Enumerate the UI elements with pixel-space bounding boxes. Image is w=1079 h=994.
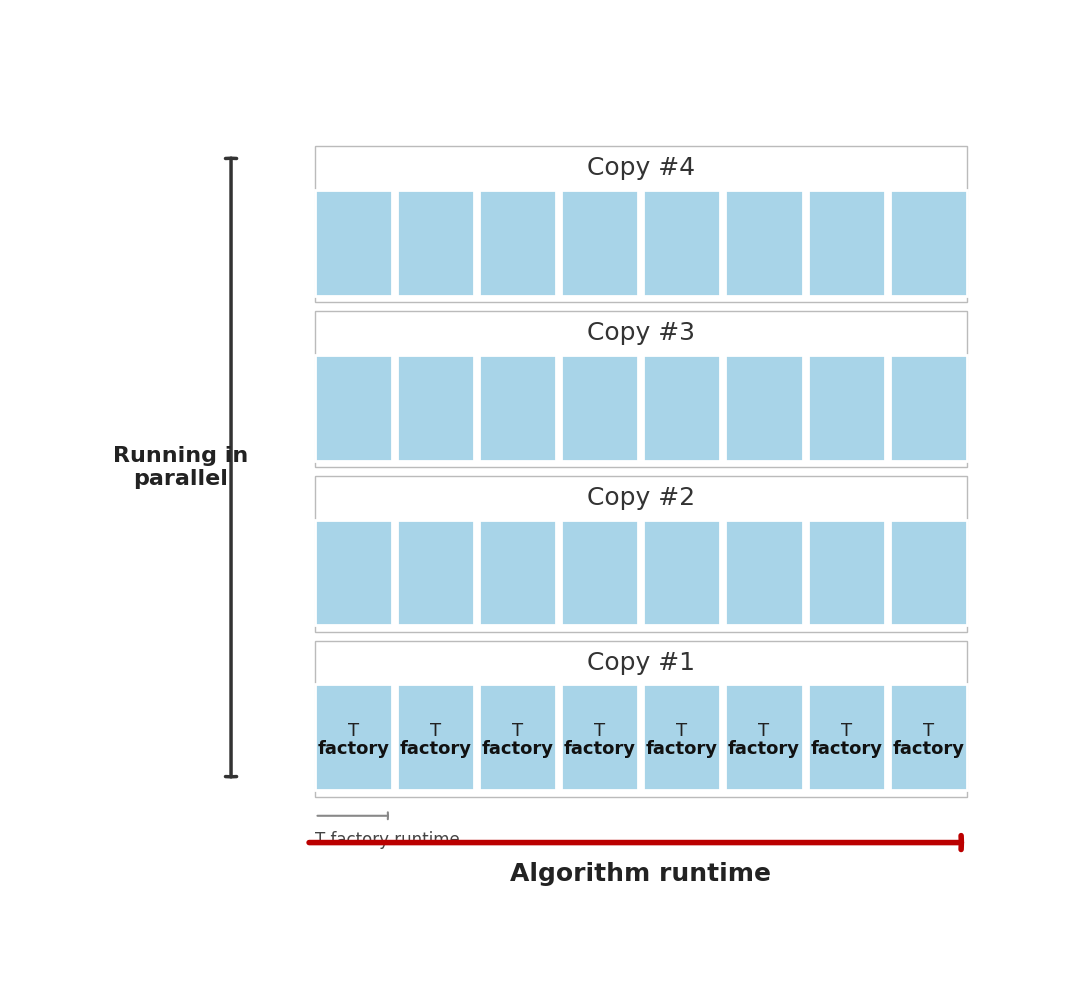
Text: T: T — [429, 723, 441, 741]
Bar — [479, 355, 556, 460]
Text: T: T — [347, 723, 359, 741]
Bar — [397, 685, 474, 790]
Text: T: T — [677, 723, 687, 741]
Text: factory: factory — [399, 740, 472, 758]
Bar — [315, 685, 392, 790]
Bar — [315, 476, 967, 632]
Bar — [561, 685, 639, 790]
Bar — [397, 190, 474, 295]
Bar — [725, 685, 803, 790]
Bar — [315, 311, 967, 467]
Text: T: T — [595, 723, 605, 741]
Bar — [315, 355, 392, 460]
Text: factory: factory — [563, 740, 636, 758]
Bar — [643, 190, 721, 295]
Bar — [315, 146, 967, 302]
Bar — [725, 355, 803, 460]
Bar — [315, 190, 392, 295]
Bar — [890, 685, 967, 790]
Bar — [561, 190, 639, 295]
Text: Running in
parallel: Running in parallel — [113, 446, 248, 489]
Text: T: T — [513, 723, 523, 741]
Bar — [725, 520, 803, 625]
Text: Copy #2: Copy #2 — [587, 486, 695, 510]
Text: factory: factory — [810, 740, 883, 758]
Text: T: T — [923, 723, 934, 741]
Text: factory: factory — [728, 740, 800, 758]
Bar — [315, 641, 967, 796]
Text: T: T — [759, 723, 769, 741]
Bar — [807, 520, 885, 625]
Text: Copy #4: Copy #4 — [587, 156, 695, 180]
Bar — [397, 520, 474, 625]
Bar — [397, 355, 474, 460]
Bar — [807, 190, 885, 295]
Text: factory: factory — [646, 740, 718, 758]
Text: Algorithm runtime: Algorithm runtime — [510, 862, 771, 886]
Text: factory: factory — [481, 740, 554, 758]
Text: Copy #1: Copy #1 — [587, 651, 695, 675]
Text: T: T — [841, 723, 851, 741]
Bar — [890, 520, 967, 625]
Bar — [807, 685, 885, 790]
Bar — [725, 190, 803, 295]
Bar — [643, 355, 721, 460]
Bar — [315, 520, 392, 625]
Text: T factory runtime: T factory runtime — [315, 831, 460, 849]
Text: Copy #3: Copy #3 — [587, 321, 695, 345]
Text: factory: factory — [892, 740, 965, 758]
Bar — [561, 355, 639, 460]
Text: factory: factory — [317, 740, 390, 758]
Bar — [479, 685, 556, 790]
Bar — [479, 190, 556, 295]
Bar — [807, 355, 885, 460]
Bar — [890, 190, 967, 295]
Bar — [479, 520, 556, 625]
Bar — [561, 520, 639, 625]
Bar — [643, 685, 721, 790]
Bar — [890, 355, 967, 460]
Bar — [643, 520, 721, 625]
